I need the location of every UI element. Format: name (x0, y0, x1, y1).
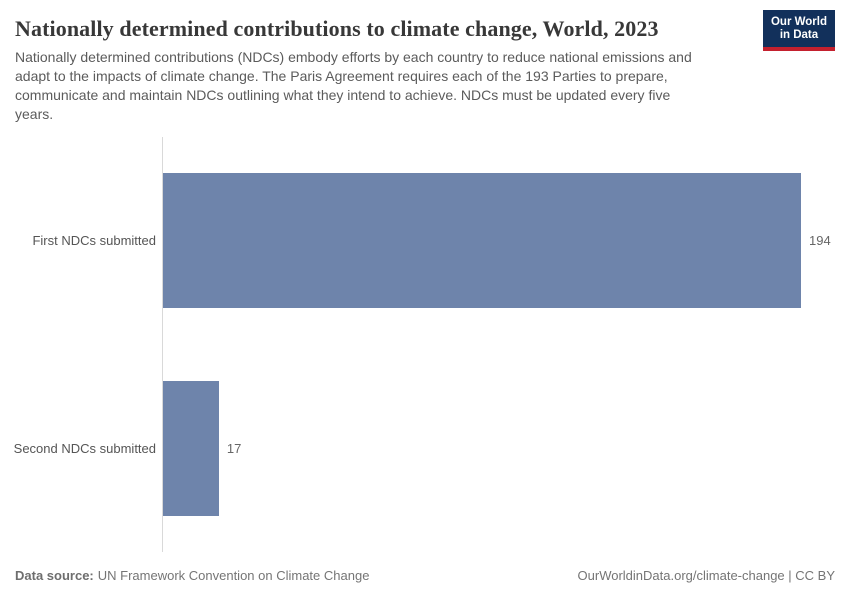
bar-chart: First NDCs submitted 194 Second NDCs sub… (0, 137, 850, 552)
bar-track: 17 (163, 380, 801, 516)
chart-footer: Data source: UN Framework Convention on C… (15, 568, 835, 583)
bar-second-ndcs[interactable] (163, 380, 219, 516)
subtitle-line: years. (15, 106, 54, 122)
owid-logo[interactable]: Our World in Data (762, 10, 835, 51)
y-axis-line (162, 137, 163, 552)
owid-logo-line1: Our World (770, 16, 827, 28)
data-source: Data source: UN Framework Convention on C… (15, 568, 369, 583)
data-source-label: Data source: (15, 568, 94, 583)
subtitle-line: communicate and maintain NDCs outlining … (15, 87, 671, 103)
bar-first-ndcs[interactable] (163, 173, 801, 309)
chart-header: Nationally determined contributions to c… (15, 14, 760, 124)
bar-track: 194 (163, 173, 831, 309)
bar-row-second-ndcs: Second NDCs submitted 17 (0, 345, 850, 553)
category-label-first-ndcs: First NDCs submitted (32, 233, 156, 249)
owid-logo-line2: in Data (779, 29, 819, 41)
category-label-second-ndcs: Second NDCs submitted (13, 440, 156, 456)
value-label-first-ndcs: 194 (809, 233, 831, 249)
page-title: Nationally determined contributions to c… (15, 16, 659, 41)
chart-subtitle: Nationally determined contributions (NDC… (15, 48, 760, 124)
bar-row-first-ndcs: First NDCs submitted 194 (0, 137, 850, 345)
value-label-second-ndcs: 17 (226, 440, 242, 456)
subtitle-line: adapt to the impacts of climate change. … (15, 68, 668, 84)
credit-link[interactable]: OurWorldinData.org/climate-change | CC B… (577, 568, 835, 583)
data-source-text: UN Framework Convention on Climate Chang… (97, 568, 370, 583)
subtitle-line: Nationally determined contributions (NDC… (15, 49, 692, 65)
